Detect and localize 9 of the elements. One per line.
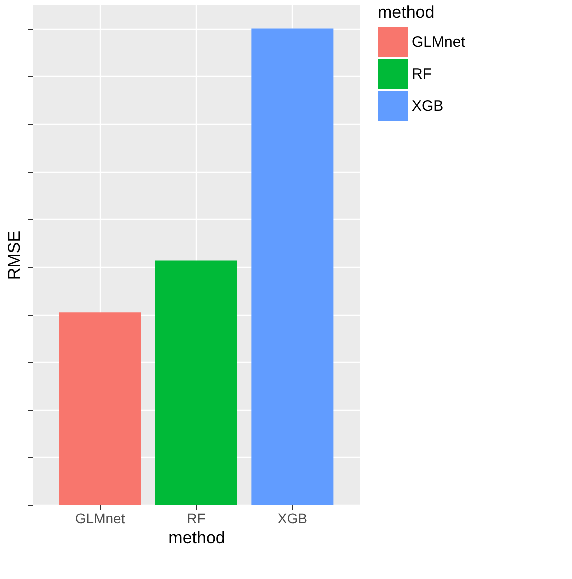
x-tick-label: XGB bbox=[278, 510, 308, 526]
legend-label: RF bbox=[412, 66, 432, 83]
legend-label: GLMnet bbox=[412, 34, 466, 51]
legend-label: XGB bbox=[412, 98, 444, 115]
legend-title: method bbox=[378, 3, 435, 22]
y-axis-title: RMSE bbox=[5, 230, 24, 280]
x-axis-title: method bbox=[168, 528, 226, 548]
x-tick-label: GLMnet bbox=[75, 510, 126, 526]
x-tick-label: RF bbox=[187, 510, 206, 526]
